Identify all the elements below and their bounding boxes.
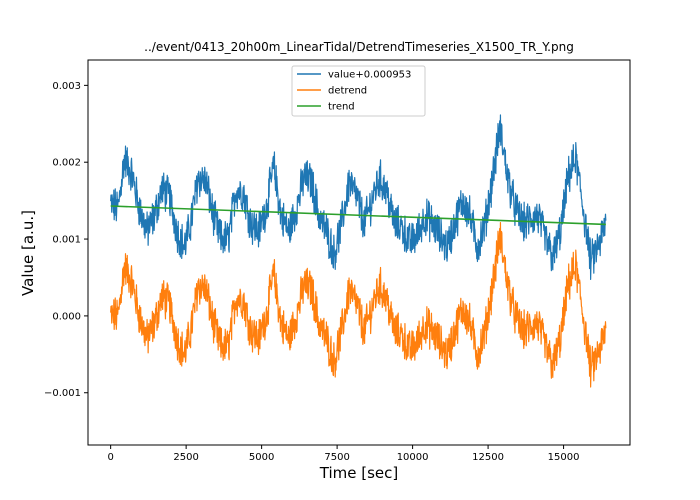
- y-tick-label: 0.002: [52, 158, 81, 169]
- plot-frame: [87, 59, 631, 446]
- legend-label: detrend: [328, 86, 367, 97]
- legend-box: [291, 65, 426, 117]
- series-line-detrend: [110, 221, 607, 388]
- x-tick-label: 15000: [548, 452, 580, 463]
- x-tick-label: 0: [107, 452, 113, 463]
- plot-area: [87, 59, 631, 446]
- y-tick-label: 0.000: [52, 311, 81, 322]
- y-tick-label: 0.003: [52, 81, 81, 92]
- x-tick-label: 10000: [397, 452, 429, 463]
- x-axis: 0 2500 5000 7500 10000 12500 15000: [107, 445, 579, 463]
- x-tick-label: 7500: [324, 452, 349, 463]
- y-axis-label: Value [a.u.]: [19, 210, 37, 296]
- y-axis: −0.001 0.000 0.001 0.002 0.003: [44, 81, 88, 399]
- legend-items: value+0.000953 detrend trend: [297, 70, 411, 113]
- chart-title: ../event/0413_20h00m_LinearTidal/Detrend…: [144, 40, 574, 54]
- x-tick-label: 12500: [472, 452, 504, 463]
- series-layer: [110, 114, 607, 388]
- x-tick-label: 2500: [173, 452, 198, 463]
- y-tick-label: 0.001: [52, 235, 81, 246]
- legend-label: trend: [328, 102, 355, 113]
- series-line-value: [110, 114, 607, 281]
- series-line-trend: [110, 205, 606, 226]
- legend-label: value+0.000953: [328, 70, 411, 81]
- y-tick-label: −0.001: [44, 388, 81, 399]
- x-axis-label: Time [sec]: [319, 464, 398, 482]
- legend: value+0.000953 detrend trend: [291, 65, 426, 117]
- x-tick-label: 5000: [249, 452, 274, 463]
